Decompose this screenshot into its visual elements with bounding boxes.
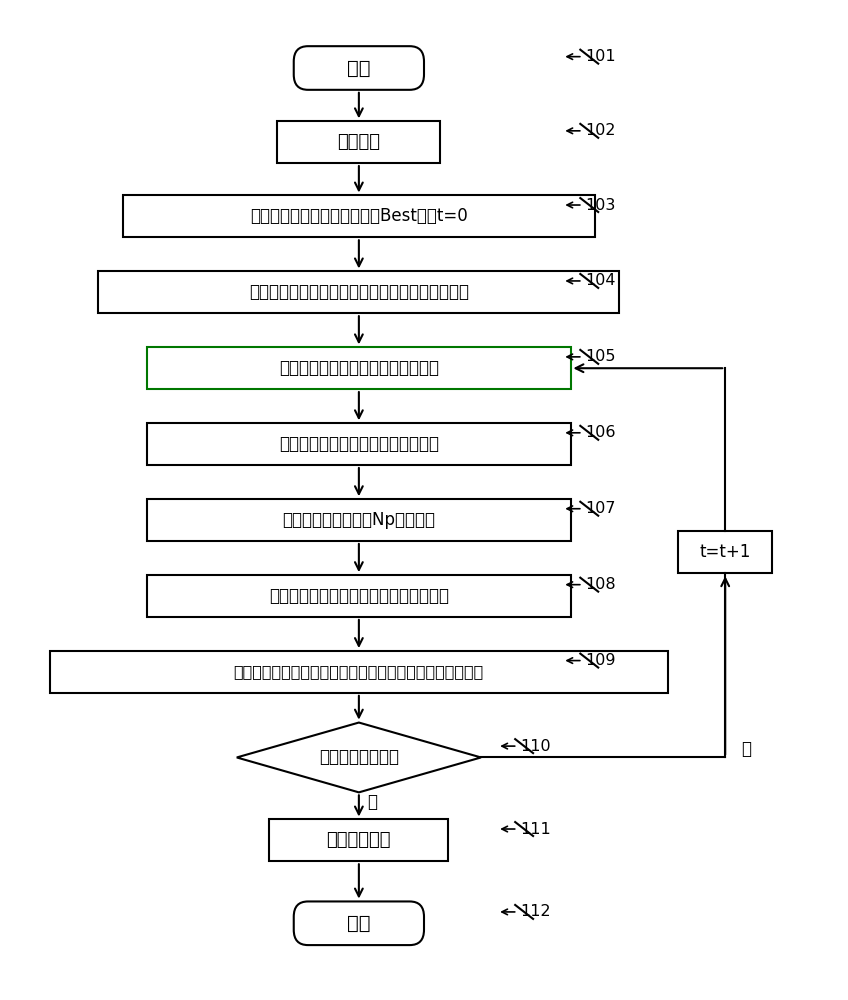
Text: 111: 111 xyxy=(520,822,551,837)
Text: 参数设定: 参数设定 xyxy=(338,133,381,151)
Text: t=t+1: t=t+1 xyxy=(700,543,750,561)
Bar xyxy=(123,195,595,237)
Bar xyxy=(148,499,571,541)
Text: 对外部集中的每个个体进行作用培训算子: 对外部集中的每个个体进行作用培训算子 xyxy=(269,587,449,605)
Text: 通过排序找到规模为Np的外部集: 通过排序找到规模为Np的外部集 xyxy=(282,511,435,529)
Bar xyxy=(148,423,571,465)
Bar xyxy=(148,575,571,617)
Text: 109: 109 xyxy=(585,653,616,668)
Text: 107: 107 xyxy=(585,501,616,516)
Text: 输出布图结果: 输出布图结果 xyxy=(326,831,391,849)
Bar xyxy=(270,819,449,861)
Text: 用最优适应启发式进行编码和解码每个个体，找出最优个体: 用最优适应启发式进行编码和解码每个个体，找出最优个体 xyxy=(234,664,484,679)
Text: 对满足分裂条件的组织作用分裂算子: 对满足分裂条件的组织作用分裂算子 xyxy=(279,359,439,377)
Bar xyxy=(49,651,668,693)
Text: 开始: 开始 xyxy=(347,58,371,78)
Polygon shape xyxy=(237,723,481,792)
Text: 结束: 结束 xyxy=(347,914,371,933)
Text: 108: 108 xyxy=(585,577,616,592)
Text: 102: 102 xyxy=(585,123,616,138)
Text: 101: 101 xyxy=(585,49,616,64)
Text: 105: 105 xyxy=(585,349,616,364)
Text: 103: 103 xyxy=(585,198,616,213)
Text: 是: 是 xyxy=(367,793,377,811)
FancyBboxPatch shape xyxy=(293,46,424,90)
Text: 106: 106 xyxy=(585,425,616,440)
Text: 是否满足结束条件: 是否满足结束条件 xyxy=(319,748,399,766)
Text: 112: 112 xyxy=(520,904,550,919)
Bar xyxy=(98,271,619,313)
Bar xyxy=(148,347,571,389)
Text: 104: 104 xyxy=(585,273,616,288)
Text: 对每个个体用最优适应启发式序列进行编码和解码: 对每个个体用最优适应启发式序列进行编码和解码 xyxy=(248,283,469,301)
Text: 否: 否 xyxy=(741,740,751,758)
Text: 110: 110 xyxy=(520,739,550,754)
FancyBboxPatch shape xyxy=(293,901,424,945)
Text: 对任意选择的两个组织作用吞并算子: 对任意选择的两个组织作用吞并算子 xyxy=(279,435,439,453)
Bar xyxy=(277,121,440,163)
Text: 初始化每个个体，更新最优值Best，令t=0: 初始化每个个体，更新最优值Best，令t=0 xyxy=(250,207,468,225)
Bar xyxy=(678,531,772,573)
